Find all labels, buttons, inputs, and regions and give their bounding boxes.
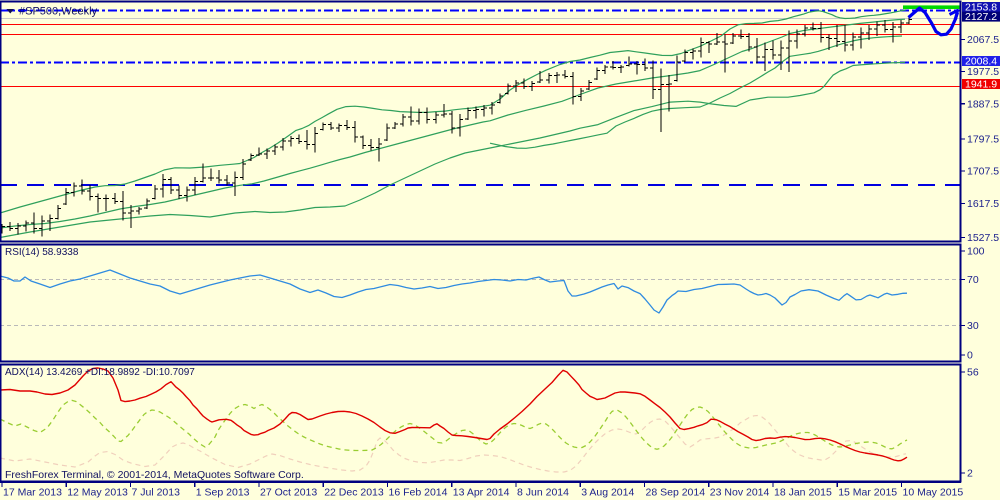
svg-text:1977.5: 1977.5	[967, 66, 999, 78]
svg-text:1527.5: 1527.5	[967, 232, 999, 244]
svg-text:#SP500,Weekly: #SP500,Weekly	[19, 6, 98, 18]
svg-text:10 May 2015: 10 May 2015	[903, 487, 964, 499]
svg-text:1707.5: 1707.5	[967, 166, 999, 178]
svg-text:17 Mar 2013: 17 Mar 2013	[3, 487, 62, 499]
svg-text:2008.4: 2008.4	[965, 56, 997, 68]
svg-text:2153.8: 2153.8	[965, 2, 997, 14]
svg-text:FreshForex Terminal, © 2001-20: FreshForex Terminal, © 2001-2014, MetaQu…	[5, 469, 304, 481]
svg-text:18 Jan 2015: 18 Jan 2015	[774, 487, 832, 499]
svg-text:2: 2	[967, 468, 973, 480]
svg-text:1887.5: 1887.5	[967, 99, 999, 111]
svg-text:28 Sep 2014: 28 Sep 2014	[646, 487, 706, 499]
svg-text:15 Mar 2015: 15 Mar 2015	[838, 487, 897, 499]
svg-text:1797.5: 1797.5	[967, 134, 999, 146]
svg-text:100: 100	[967, 246, 985, 258]
svg-text:ADX(14) 13.4269 +DI:18.9892 -D: ADX(14) 13.4269 +DI:18.9892 -DI:10.7097	[5, 367, 195, 378]
svg-text:30: 30	[967, 320, 979, 332]
svg-text:2127.2: 2127.2	[965, 11, 997, 23]
svg-text:70: 70	[967, 274, 979, 286]
svg-text:13 Apr 2014: 13 Apr 2014	[453, 487, 510, 499]
svg-text:22 Dec 2013: 22 Dec 2013	[324, 487, 384, 499]
svg-text:2067.5: 2067.5	[967, 34, 999, 46]
svg-text:3 Aug 2014: 3 Aug 2014	[581, 487, 634, 499]
svg-text:RSI(14) 58.9338: RSI(14) 58.9338	[5, 247, 79, 258]
svg-text:1 Sep 2013: 1 Sep 2013	[196, 487, 250, 499]
svg-text:27 Oct 2013: 27 Oct 2013	[260, 487, 317, 499]
svg-text:56: 56	[967, 367, 979, 379]
svg-text:12 May 2013: 12 May 2013	[67, 487, 128, 499]
svg-text:16 Feb 2014: 16 Feb 2014	[389, 487, 448, 499]
svg-text:7 Jul 2013: 7 Jul 2013	[132, 487, 181, 499]
svg-text:8 Jun 2014: 8 Jun 2014	[517, 487, 569, 499]
svg-text:1941.9: 1941.9	[965, 79, 997, 91]
svg-text:0: 0	[967, 350, 973, 362]
svg-text:1617.5: 1617.5	[967, 198, 999, 210]
svg-text:23 Nov 2014: 23 Nov 2014	[710, 487, 770, 499]
